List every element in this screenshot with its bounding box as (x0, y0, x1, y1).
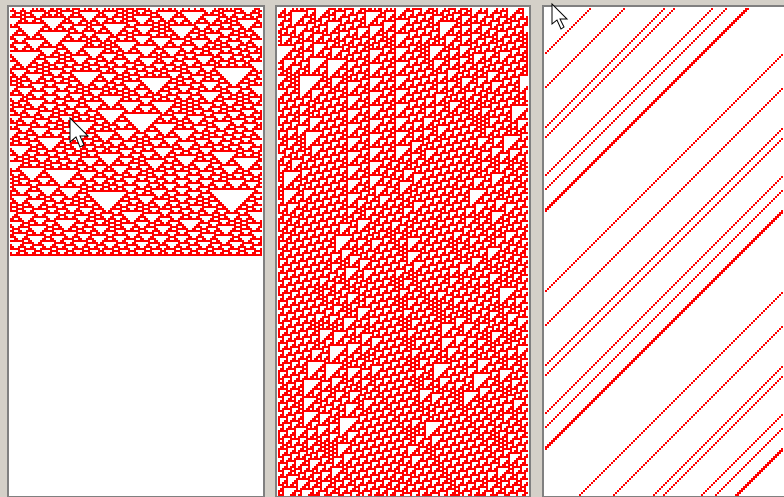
window-frame (543, 6, 784, 497)
automaton-window (276, 6, 530, 497)
page: (() => { const data = JSON.parse(documen… (0, 0, 784, 497)
screen (0, 0, 784, 497)
automaton-window (8, 6, 264, 497)
automaton-window (543, 6, 784, 497)
